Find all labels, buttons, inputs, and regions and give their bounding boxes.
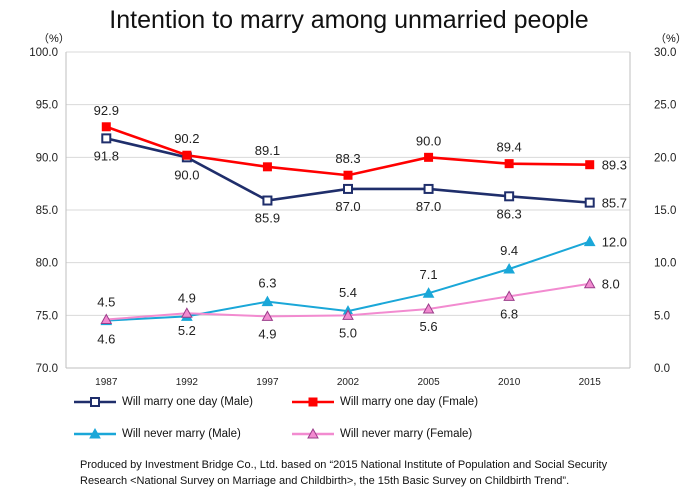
data-point-3 <box>181 307 193 318</box>
data-label-0: 86.3 <box>496 206 521 221</box>
x-tick-label: 2015 <box>579 377 602 388</box>
data-point-1 <box>424 152 434 162</box>
legend-marker <box>307 428 319 439</box>
data-label-0: 85.9 <box>255 211 280 226</box>
x-tick-label: 1987 <box>95 377 118 388</box>
chart-title: Intention to marry among unmarried peopl… <box>109 6 589 34</box>
source-line-1: Produced by Investment Bridge Co., Ltd. … <box>80 459 608 471</box>
data-point-3 <box>422 302 435 314</box>
data-label-3: 5.2 <box>178 323 196 338</box>
y-tick-label-right: 0.0 <box>654 363 670 375</box>
y-tick-label-left: 100.0 <box>29 47 58 59</box>
data-point-2 <box>503 262 515 274</box>
y-tick-label-right: 5.0 <box>654 310 670 322</box>
x-tick-label: 2005 <box>417 377 440 388</box>
legend-swatch-2 <box>74 428 116 439</box>
plot-area: 70.0 75.0 80.0 85.0 90.0 95.0 100.0 0.0 5.0 10.0 1… <box>29 47 676 388</box>
y-tick-label-left: 80.0 <box>36 258 58 270</box>
y-tick-label-left: 95.0 <box>36 100 58 112</box>
x-tick-label: 1992 <box>176 377 199 388</box>
legend-marker <box>89 428 101 439</box>
y-tick-label-right: 30.0 <box>654 47 676 59</box>
data-point-1 <box>343 170 353 180</box>
data-point-1 <box>262 162 272 172</box>
data-label-3: 4.9 <box>258 326 276 341</box>
legend-item-3: Will never marry (Female) <box>290 428 472 440</box>
data-point-0 <box>101 133 112 144</box>
data-point-2 <box>261 295 274 307</box>
legend-label-0: Will marry one day (Male) <box>122 396 253 408</box>
data-point-3 <box>261 310 274 321</box>
data-label-2: 5.4 <box>339 285 357 300</box>
data-label-1: 89.4 <box>496 140 521 155</box>
legend-swatch-0 <box>74 397 116 407</box>
legend-swatch-3 <box>292 428 334 439</box>
data-label-0: 87.0 <box>335 199 360 214</box>
legend-marker <box>90 397 100 407</box>
data-label-2: 9.4 <box>500 243 518 258</box>
data-point-1 <box>101 122 111 132</box>
y-tick-label-left: 70.0 <box>36 363 58 375</box>
data-point-1 <box>504 159 514 169</box>
data-point-2 <box>583 235 596 247</box>
data-label-0: 90.0 <box>174 167 199 182</box>
data-label-0: 87.0 <box>416 199 441 214</box>
legend-label-1: Will marry one day (Fmale) <box>340 396 479 408</box>
legend-item-1: Will marry one day (Fmale) <box>290 396 478 408</box>
x-tick-label: 1997 <box>256 377 279 388</box>
left-axis-unit: （%） <box>38 33 70 45</box>
right-axis-unit: （%） <box>655 33 687 45</box>
legend-label-2: Will never marry (Male) <box>122 428 241 440</box>
x-tick-label: 2002 <box>337 377 360 388</box>
legend-marker <box>308 397 318 407</box>
data-label-3: 5.6 <box>420 319 438 334</box>
data-point-3 <box>503 290 515 301</box>
legend-item-0: Will marry one day (Male) <box>72 396 253 408</box>
data-label-1: 90.0 <box>416 133 441 148</box>
data-point-1 <box>182 150 192 160</box>
data-label-2: 12.0 <box>602 235 627 250</box>
y-tick-label-left: 85.0 <box>36 205 58 217</box>
data-label-1: 88.3 <box>335 151 360 166</box>
data-label-3: 6.8 <box>500 306 518 321</box>
source-note: Produced by Investment Bridge Co., Ltd. … <box>80 457 680 489</box>
data-label-1: 92.9 <box>94 103 119 118</box>
y-tick-label-right: 25.0 <box>654 100 676 112</box>
legend-item-2: Will never marry (Male) <box>72 428 241 440</box>
data-point-3 <box>583 277 596 289</box>
data-point-3 <box>342 309 354 320</box>
y-tick-label-right: 10.0 <box>654 258 676 270</box>
y-tick-label-left: 90.0 <box>36 152 58 164</box>
data-label-2: 7.1 <box>420 267 438 282</box>
data-label-2: 4.5 <box>97 295 115 310</box>
data-point-3 <box>100 313 113 325</box>
data-point-0 <box>423 183 434 194</box>
data-point-1 <box>585 160 595 170</box>
data-label-1: 90.2 <box>174 131 199 146</box>
data-point-2 <box>422 287 435 298</box>
data-label-0: 85.7 <box>602 196 627 211</box>
data-label-1: 89.1 <box>255 143 280 158</box>
data-point-0 <box>343 183 353 194</box>
data-label-3: 5.0 <box>339 325 357 340</box>
legend-label-3: Will never marry (Female) <box>340 428 473 440</box>
data-label-1: 89.3 <box>602 158 627 173</box>
y-tick-label-left: 75.0 <box>36 310 58 322</box>
data-label-2: 4.9 <box>178 290 196 305</box>
data-point-0 <box>504 191 515 202</box>
data-label-3: 8.0 <box>602 277 620 292</box>
source-line-2: Research <National Survey on Marriage an… <box>80 475 570 487</box>
data-label-2: 6.3 <box>258 276 276 291</box>
legend-swatch-1 <box>292 397 334 407</box>
data-label-0: 91.8 <box>94 148 119 163</box>
data-label-3: 4.6 <box>97 332 115 347</box>
y-tick-label-right: 15.0 <box>654 205 676 217</box>
x-tick-label: 2010 <box>498 377 521 388</box>
data-point-0 <box>584 197 595 208</box>
data-point-0 <box>262 195 273 206</box>
y-tick-label-right: 20.0 <box>654 152 676 164</box>
